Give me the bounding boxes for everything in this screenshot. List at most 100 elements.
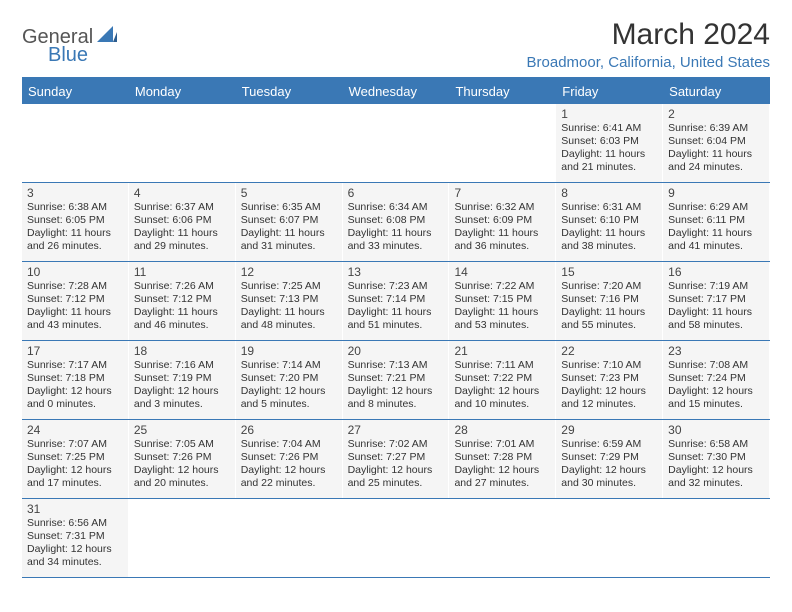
sunrise-text: Sunrise: 7:19 AM [668, 280, 764, 293]
day-info: Sunrise: 7:28 AMSunset: 7:12 PMDaylight:… [27, 280, 123, 333]
logo-sub: Blue [46, 44, 88, 67]
daylight-text: Daylight: 11 hours and 43 minutes. [27, 306, 123, 332]
day-cell-empty [343, 104, 450, 182]
sunset-text: Sunset: 6:06 PM [134, 214, 230, 227]
week-row: 31Sunrise: 6:56 AMSunset: 7:31 PMDayligh… [22, 499, 770, 578]
daylight-text: Daylight: 12 hours and 0 minutes. [27, 385, 123, 411]
sunset-text: Sunset: 7:31 PM [27, 530, 123, 543]
week-row: 10Sunrise: 7:28 AMSunset: 7:12 PMDayligh… [22, 262, 770, 341]
day-cell: 24Sunrise: 7:07 AMSunset: 7:25 PMDayligh… [22, 420, 129, 498]
day-info: Sunrise: 7:17 AMSunset: 7:18 PMDaylight:… [27, 359, 123, 412]
sunrise-text: Sunrise: 7:13 AM [348, 359, 444, 372]
sunset-text: Sunset: 7:14 PM [348, 293, 444, 306]
day-info: Sunrise: 7:07 AMSunset: 7:25 PMDaylight:… [27, 438, 123, 491]
day-cell: 27Sunrise: 7:02 AMSunset: 7:27 PMDayligh… [343, 420, 450, 498]
daylight-text: Daylight: 12 hours and 15 minutes. [668, 385, 764, 411]
day-number: 13 [348, 265, 444, 279]
day-cell: 29Sunrise: 6:59 AMSunset: 7:29 PMDayligh… [556, 420, 663, 498]
day-header: Sunday [22, 79, 129, 104]
calendar: SundayMondayTuesdayWednesdayThursdayFrid… [22, 77, 770, 578]
day-cell: 10Sunrise: 7:28 AMSunset: 7:12 PMDayligh… [22, 262, 129, 340]
daylight-text: Daylight: 12 hours and 32 minutes. [668, 464, 764, 490]
sunrise-text: Sunrise: 6:59 AM [561, 438, 657, 451]
sunrise-text: Sunrise: 7:02 AM [348, 438, 444, 451]
day-info: Sunrise: 7:13 AMSunset: 7:21 PMDaylight:… [348, 359, 444, 412]
sunrise-text: Sunrise: 7:08 AM [668, 359, 764, 372]
sunrise-text: Sunrise: 7:01 AM [454, 438, 550, 451]
day-info: Sunrise: 7:10 AMSunset: 7:23 PMDaylight:… [561, 359, 657, 412]
sunset-text: Sunset: 7:23 PM [561, 372, 657, 385]
day-cell-empty [129, 499, 236, 577]
day-number: 11 [134, 265, 230, 279]
day-header: Tuesday [236, 79, 343, 104]
day-number: 14 [454, 265, 550, 279]
daylight-text: Daylight: 12 hours and 10 minutes. [454, 385, 550, 411]
sunset-text: Sunset: 7:16 PM [561, 293, 657, 306]
sunset-text: Sunset: 7:30 PM [668, 451, 764, 464]
sunset-text: Sunset: 7:12 PM [27, 293, 123, 306]
day-cell: 6Sunrise: 6:34 AMSunset: 6:08 PMDaylight… [343, 183, 450, 261]
daylight-text: Daylight: 12 hours and 27 minutes. [454, 464, 550, 490]
sunrise-text: Sunrise: 7:20 AM [561, 280, 657, 293]
logo-text-blue: Blue [48, 44, 88, 66]
daylight-text: Daylight: 12 hours and 30 minutes. [561, 464, 657, 490]
sunrise-text: Sunrise: 7:28 AM [27, 280, 123, 293]
sunset-text: Sunset: 7:27 PM [348, 451, 444, 464]
day-number: 28 [454, 423, 550, 437]
sunset-text: Sunset: 7:17 PM [668, 293, 764, 306]
day-info: Sunrise: 6:41 AMSunset: 6:03 PMDaylight:… [561, 122, 657, 175]
day-number: 17 [27, 344, 123, 358]
sunset-text: Sunset: 7:21 PM [348, 372, 444, 385]
sunrise-text: Sunrise: 6:38 AM [27, 201, 123, 214]
daylight-text: Daylight: 12 hours and 3 minutes. [134, 385, 230, 411]
daylight-text: Daylight: 11 hours and 51 minutes. [348, 306, 444, 332]
sunset-text: Sunset: 6:05 PM [27, 214, 123, 227]
day-cell: 7Sunrise: 6:32 AMSunset: 6:09 PMDaylight… [449, 183, 556, 261]
day-info: Sunrise: 6:56 AMSunset: 7:31 PMDaylight:… [27, 517, 123, 570]
daylight-text: Daylight: 12 hours and 5 minutes. [241, 385, 337, 411]
day-number: 1 [561, 107, 657, 121]
sunrise-text: Sunrise: 7:07 AM [27, 438, 123, 451]
daylight-text: Daylight: 12 hours and 12 minutes. [561, 385, 657, 411]
day-header: Monday [129, 79, 236, 104]
day-cell: 30Sunrise: 6:58 AMSunset: 7:30 PMDayligh… [663, 420, 770, 498]
day-cell: 22Sunrise: 7:10 AMSunset: 7:23 PMDayligh… [556, 341, 663, 419]
daylight-text: Daylight: 12 hours and 8 minutes. [348, 385, 444, 411]
day-header-row: SundayMondayTuesdayWednesdayThursdayFrid… [22, 79, 770, 104]
day-number: 8 [561, 186, 657, 200]
day-cell: 12Sunrise: 7:25 AMSunset: 7:13 PMDayligh… [236, 262, 343, 340]
day-cell: 28Sunrise: 7:01 AMSunset: 7:28 PMDayligh… [449, 420, 556, 498]
day-number: 27 [348, 423, 444, 437]
day-info: Sunrise: 7:01 AMSunset: 7:28 PMDaylight:… [454, 438, 550, 491]
day-header: Wednesday [343, 79, 450, 104]
sunrise-text: Sunrise: 6:31 AM [561, 201, 657, 214]
day-number: 29 [561, 423, 657, 437]
day-info: Sunrise: 6:29 AMSunset: 6:11 PMDaylight:… [668, 201, 764, 254]
daylight-text: Daylight: 11 hours and 24 minutes. [668, 148, 764, 174]
sunset-text: Sunset: 6:11 PM [668, 214, 764, 227]
day-number: 22 [561, 344, 657, 358]
sunset-text: Sunset: 6:09 PM [454, 214, 550, 227]
day-number: 31 [27, 502, 123, 516]
sunset-text: Sunset: 7:26 PM [241, 451, 337, 464]
sunset-text: Sunset: 7:19 PM [134, 372, 230, 385]
sunset-text: Sunset: 7:18 PM [27, 372, 123, 385]
daylight-text: Daylight: 12 hours and 22 minutes. [241, 464, 337, 490]
week-row: 24Sunrise: 7:07 AMSunset: 7:25 PMDayligh… [22, 420, 770, 499]
day-cell-empty [663, 499, 770, 577]
day-cell-empty [236, 499, 343, 577]
daylight-text: Daylight: 11 hours and 48 minutes. [241, 306, 337, 332]
sunrise-text: Sunrise: 7:22 AM [454, 280, 550, 293]
sunrise-text: Sunrise: 6:39 AM [668, 122, 764, 135]
day-number: 19 [241, 344, 337, 358]
sunrise-text: Sunrise: 6:35 AM [241, 201, 337, 214]
day-info: Sunrise: 7:08 AMSunset: 7:24 PMDaylight:… [668, 359, 764, 412]
daylight-text: Daylight: 11 hours and 55 minutes. [561, 306, 657, 332]
sunset-text: Sunset: 6:04 PM [668, 135, 764, 148]
sunrise-text: Sunrise: 6:41 AM [561, 122, 657, 135]
daylight-text: Daylight: 11 hours and 29 minutes. [134, 227, 230, 253]
daylight-text: Daylight: 11 hours and 36 minutes. [454, 227, 550, 253]
day-number: 21 [454, 344, 550, 358]
day-number: 30 [668, 423, 764, 437]
sunset-text: Sunset: 7:29 PM [561, 451, 657, 464]
